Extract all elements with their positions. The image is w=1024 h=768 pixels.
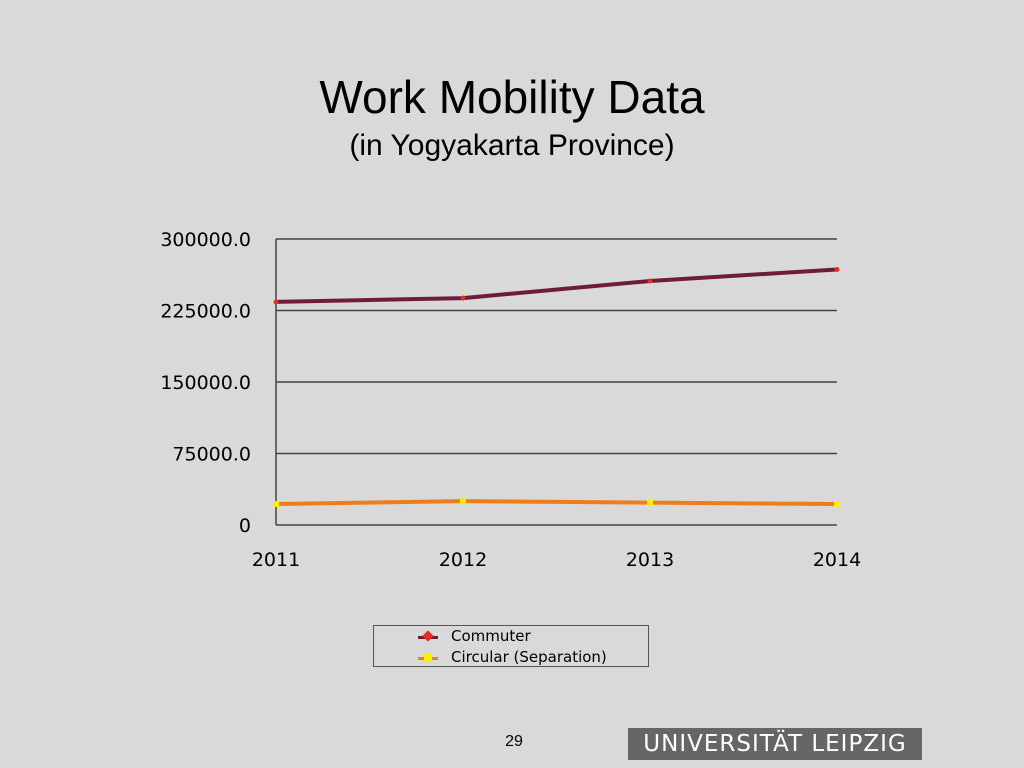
legend-label-commuter: Commuter	[451, 627, 531, 645]
page-number: 29	[505, 733, 523, 750]
slide-subtitle: (in Yogyakarta Province)	[349, 129, 675, 162]
data-point-commuter	[647, 278, 653, 284]
y-tick-labels: 0 75000.0 150000.0 225000.0 300000.0	[160, 229, 251, 537]
data-point-commuter	[834, 267, 840, 273]
x-tick-label: 2013	[626, 549, 674, 571]
legend-label-circular: Circular (Separation)	[451, 648, 607, 666]
x-tick-label: 2011	[252, 549, 300, 571]
legend-marker-square-icon	[424, 653, 432, 661]
legend-marker-diamond-icon	[422, 630, 434, 642]
y-tick-label: 150000.0	[160, 372, 251, 394]
x-tick-label: 2012	[439, 549, 487, 571]
data-point-commuter	[273, 299, 279, 305]
series-lines	[273, 267, 840, 508]
chart-legend: Commuter Circular (Separation)	[373, 625, 649, 667]
series-line-commuter	[275, 267, 838, 304]
slide-title: Work Mobility Data	[319, 71, 705, 123]
grid-lines	[276, 238, 837, 526]
university-logo: UNIVERSITÄT LEIPZIG	[628, 728, 922, 760]
x-tick-label: 2014	[813, 549, 861, 571]
data-point-circular	[273, 501, 279, 508]
series-line-circular	[275, 499, 838, 507]
legend-item-circular: Circular (Separation)	[374, 648, 648, 668]
data-point-circular	[834, 501, 840, 508]
y-tick-label: 75000.0	[172, 444, 251, 466]
y-tick-label: 300000.0	[160, 229, 251, 251]
y-tick-label: 225000.0	[160, 301, 251, 323]
data-point-commuter	[460, 295, 466, 301]
y-tick-label: 0	[239, 515, 251, 537]
legend-item-commuter: Commuter	[374, 627, 648, 647]
data-point-circular	[460, 498, 466, 505]
data-point-circular	[647, 499, 653, 506]
x-tick-labels: 2011 2012 2013 2014	[252, 549, 861, 571]
